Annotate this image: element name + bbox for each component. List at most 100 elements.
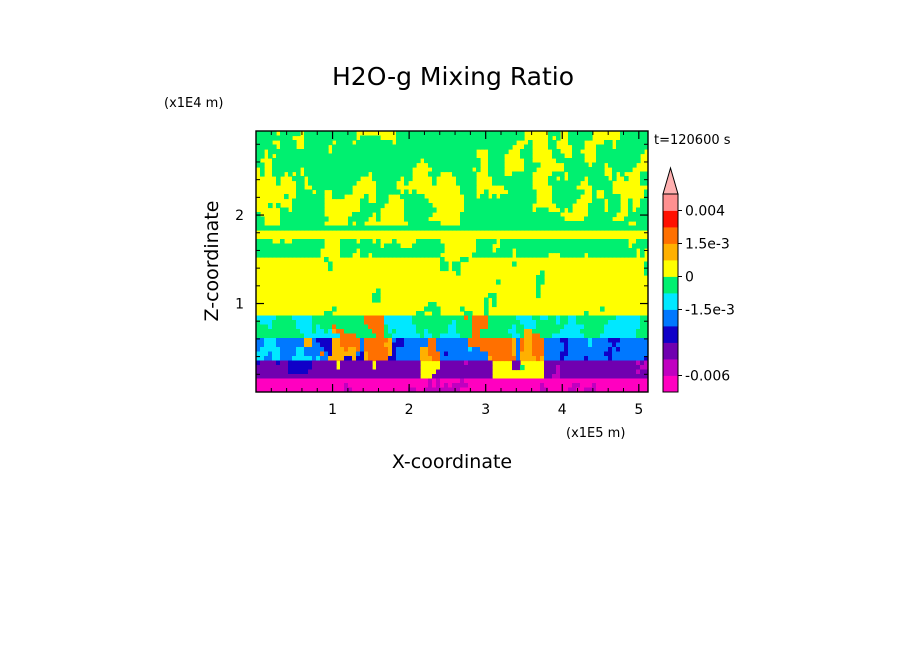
contour-cell [312, 162, 317, 168]
colorbar-level [663, 276, 678, 294]
contour-cell [552, 347, 557, 353]
contour-cell [448, 374, 453, 380]
contour-cell [476, 369, 481, 375]
contour-cell [632, 252, 637, 258]
contour-cell [620, 239, 625, 245]
contour-cell [276, 203, 281, 209]
contour-cell [528, 185, 533, 191]
contour-cell [280, 360, 285, 366]
contour-cell [604, 387, 609, 392]
contour-cell [392, 239, 397, 245]
contour-cell [456, 135, 461, 141]
contour-cell [332, 149, 337, 155]
contour-cell [372, 374, 377, 380]
contour-cell [588, 216, 593, 222]
contour-cell [428, 338, 433, 344]
contour-cell [264, 239, 269, 245]
contour-cell [404, 329, 409, 335]
contour-cell [424, 158, 429, 164]
contour-cell [644, 221, 648, 227]
contour-cell [560, 176, 565, 182]
contour-cell [604, 144, 609, 150]
contour-cell [504, 324, 509, 330]
contour-cell [596, 203, 601, 209]
contour-cell [488, 216, 493, 222]
contour-cell [520, 333, 525, 339]
contour-cell [316, 171, 321, 177]
contour-cell [388, 153, 393, 159]
contour-cell [492, 131, 497, 137]
contour-cell [332, 338, 337, 344]
contour-cell [460, 324, 465, 330]
contour-cell [276, 167, 281, 173]
contour-cell [564, 225, 569, 231]
contour-cell [500, 333, 505, 339]
contour-cell [436, 374, 441, 380]
contour-cell [408, 167, 413, 173]
contour-cell [608, 252, 613, 258]
contour-cell [276, 176, 281, 182]
contour-cell [264, 144, 269, 150]
contour-cell [504, 320, 509, 326]
contour-cell [644, 135, 648, 141]
contour-cell [596, 369, 601, 375]
plot-frame [255, 130, 649, 393]
contour-cell [644, 207, 648, 213]
contour-cell [272, 158, 277, 164]
contour-cell [512, 180, 517, 186]
contour-cell [460, 320, 465, 326]
contour-cell [352, 216, 357, 222]
contour-cell [364, 140, 369, 146]
contour-cell [644, 243, 648, 249]
contour-cell [292, 131, 297, 137]
contour-cell [372, 140, 377, 146]
contour-cell [440, 351, 445, 357]
contour-cell [492, 383, 497, 389]
contour-cell [308, 248, 313, 254]
contour-cell [544, 315, 549, 321]
contour-cell [552, 171, 557, 177]
contour-cell [472, 153, 477, 159]
contour-cell [604, 329, 609, 335]
contour-cell [260, 135, 265, 141]
contour-cell [600, 351, 605, 357]
contour-cell [264, 315, 269, 321]
contour-cell [492, 333, 497, 339]
contour-cell [612, 320, 617, 326]
contour-cell [260, 167, 265, 173]
contour-cell [348, 153, 353, 159]
contour-cell [600, 212, 605, 218]
contour-cell [436, 369, 441, 375]
contour-cell [460, 338, 465, 344]
contour-cell [468, 347, 473, 353]
contour-cell [516, 239, 521, 245]
contour-cell [328, 315, 333, 321]
contour-cell [396, 252, 401, 258]
contour-cell [476, 162, 481, 168]
contour-cell [272, 315, 277, 321]
contour-cell [456, 270, 461, 276]
contour-cell [364, 351, 369, 357]
contour-cell [636, 239, 641, 245]
contour-cell [508, 252, 513, 258]
contour-cell [432, 207, 437, 213]
contour-cell [580, 360, 585, 366]
contour-cell [296, 338, 301, 344]
contour-cell [568, 162, 573, 168]
contour-cell [588, 315, 593, 321]
contour-cell [500, 167, 505, 173]
contour-cell [328, 266, 333, 272]
contour-cell [600, 167, 605, 173]
contour-cell [372, 338, 377, 344]
contour-cell [368, 158, 373, 164]
contour-cell [324, 176, 329, 182]
contour-cell [500, 378, 505, 384]
contour-cell [468, 351, 473, 357]
contour-cell [516, 324, 521, 330]
contour-cell [308, 153, 313, 159]
contour-cell [472, 315, 477, 321]
contour-cell [536, 162, 541, 168]
contour-cell [268, 374, 273, 380]
contour-cell [540, 207, 545, 213]
contour-cell [332, 374, 337, 380]
